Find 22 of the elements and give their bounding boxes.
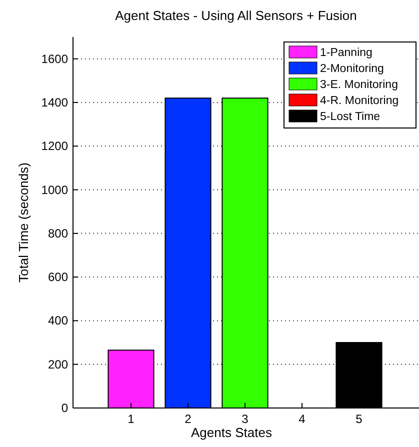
y-tick-label: 400	[48, 314, 68, 328]
x-tick-label: 1	[128, 412, 135, 426]
legend-label: 3-E. Monitoring	[320, 79, 398, 91]
y-tick-label: 800	[48, 226, 68, 240]
y-tick-label: 1600	[41, 52, 68, 66]
y-tick-label: 200	[48, 357, 68, 372]
legend-label: 5-Lost Time	[320, 111, 380, 123]
x-tick-label: 3	[242, 412, 249, 426]
chart-title: Agent States - Using All Sensors + Fusion	[115, 8, 357, 23]
y-axis-title: Total Time (seconds)	[16, 162, 31, 282]
legend-label: 4-R. Monitoring	[320, 95, 399, 107]
y-tick-label: 1200	[41, 139, 68, 154]
x-tick-label: 2	[184, 412, 192, 426]
y-tick-label: 0	[61, 401, 68, 415]
y-tick-label: 600	[48, 270, 68, 284]
x-tick-label: 4	[298, 412, 306, 426]
legend-label: 1-Panning	[320, 47, 372, 59]
x-tick-label: 5	[356, 412, 363, 426]
y-tick-label: 1000	[41, 182, 68, 197]
y-tick-label: 1400	[41, 95, 68, 110]
legend-label: 2-Monitoring	[320, 63, 384, 75]
x-axis-title: Agents States	[191, 425, 272, 440]
